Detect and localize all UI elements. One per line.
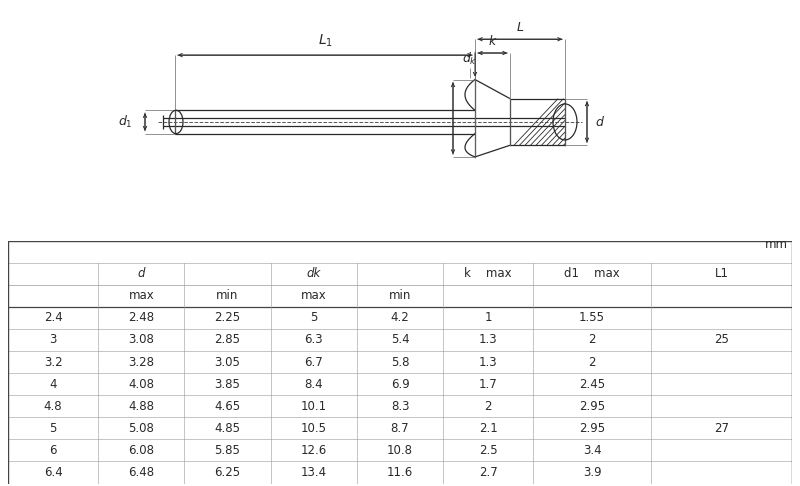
Text: $L$: $L$	[516, 21, 524, 34]
Text: 5.8: 5.8	[390, 356, 410, 368]
Text: 6.48: 6.48	[128, 466, 154, 479]
Text: 3: 3	[50, 333, 57, 347]
Text: 5.85: 5.85	[214, 444, 241, 457]
Text: 4: 4	[50, 378, 57, 391]
Text: 2.95: 2.95	[579, 422, 605, 435]
Text: 10.5: 10.5	[301, 422, 326, 435]
Text: 2: 2	[588, 333, 596, 347]
Text: 4.08: 4.08	[128, 378, 154, 391]
Text: 3.05: 3.05	[214, 356, 241, 368]
Text: 6.7: 6.7	[304, 356, 323, 368]
Text: 8.4: 8.4	[305, 378, 323, 391]
Text: 5: 5	[50, 422, 57, 435]
Text: $d$: $d$	[595, 115, 605, 129]
Text: 6: 6	[50, 444, 57, 457]
Text: 2.5: 2.5	[479, 444, 498, 457]
Text: $L_1$: $L_1$	[318, 33, 333, 49]
Text: d1    max: d1 max	[564, 267, 620, 280]
Text: max: max	[129, 289, 154, 302]
Text: 3.9: 3.9	[582, 466, 602, 479]
Text: 1.3: 1.3	[479, 356, 498, 368]
Text: 2.85: 2.85	[214, 333, 241, 347]
Text: min: min	[216, 289, 238, 302]
Text: 10.1: 10.1	[301, 400, 327, 413]
Text: 1: 1	[485, 312, 492, 324]
Text: 6.3: 6.3	[305, 333, 323, 347]
Text: 6.4: 6.4	[44, 466, 62, 479]
Text: 10.8: 10.8	[387, 444, 413, 457]
Text: 6.25: 6.25	[214, 466, 241, 479]
Text: 6.9: 6.9	[390, 378, 410, 391]
Text: 3.08: 3.08	[128, 333, 154, 347]
Text: 2.1: 2.1	[479, 422, 498, 435]
Text: 2.4: 2.4	[44, 312, 62, 324]
Text: 25: 25	[714, 333, 729, 347]
Text: 2: 2	[485, 400, 492, 413]
Text: 4.2: 4.2	[390, 312, 410, 324]
Text: $d_k$: $d_k$	[462, 51, 478, 67]
Text: 5: 5	[310, 312, 318, 324]
Text: 13.4: 13.4	[301, 466, 327, 479]
Text: 3.4: 3.4	[582, 444, 602, 457]
Text: 27: 27	[714, 422, 729, 435]
Text: 2.48: 2.48	[128, 312, 154, 324]
Text: 8.7: 8.7	[390, 422, 410, 435]
Text: k    max: k max	[464, 267, 512, 280]
Text: 2.45: 2.45	[579, 378, 605, 391]
Text: 3.28: 3.28	[128, 356, 154, 368]
Text: 3.2: 3.2	[44, 356, 62, 368]
Text: 1.7: 1.7	[479, 378, 498, 391]
Text: max: max	[301, 289, 326, 302]
Text: 4.8: 4.8	[44, 400, 62, 413]
Text: 4.88: 4.88	[128, 400, 154, 413]
Text: L1: L1	[714, 267, 729, 280]
Text: 5.4: 5.4	[390, 333, 410, 347]
Text: 2.7: 2.7	[479, 466, 498, 479]
Text: 11.6: 11.6	[387, 466, 413, 479]
Text: 6.08: 6.08	[128, 444, 154, 457]
Text: 4.85: 4.85	[214, 422, 241, 435]
Text: 12.6: 12.6	[301, 444, 327, 457]
Text: d: d	[138, 267, 145, 280]
Text: 4.65: 4.65	[214, 400, 241, 413]
Text: 2.95: 2.95	[579, 400, 605, 413]
Text: $k$: $k$	[488, 34, 498, 48]
Text: 2.25: 2.25	[214, 312, 241, 324]
Text: 8.3: 8.3	[390, 400, 410, 413]
Text: min: min	[389, 289, 411, 302]
Text: dk: dk	[306, 267, 321, 280]
Text: 3.85: 3.85	[214, 378, 241, 391]
Text: 2: 2	[588, 356, 596, 368]
Text: 1.55: 1.55	[579, 312, 605, 324]
Text: mm: mm	[765, 239, 788, 251]
Text: 1.3: 1.3	[479, 333, 498, 347]
Text: $d_1$: $d_1$	[118, 114, 133, 130]
Text: 5.08: 5.08	[128, 422, 154, 435]
